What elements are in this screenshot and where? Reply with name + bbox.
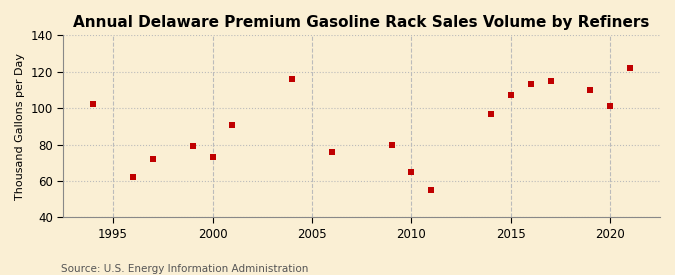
Title: Annual Delaware Premium Gasoline Rack Sales Volume by Refiners: Annual Delaware Premium Gasoline Rack Sa… (74, 15, 650, 30)
Text: Source: U.S. Energy Information Administration: Source: U.S. Energy Information Administ… (61, 264, 308, 274)
Y-axis label: Thousand Gallons per Day: Thousand Gallons per Day (15, 53, 25, 200)
